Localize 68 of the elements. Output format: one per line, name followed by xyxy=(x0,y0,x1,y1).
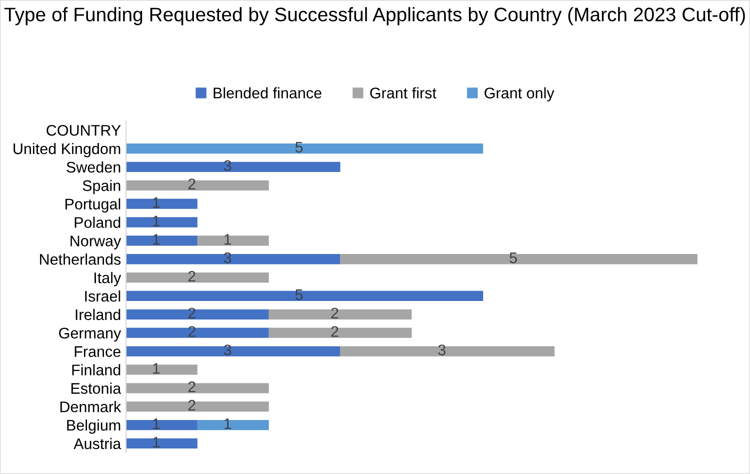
bar xyxy=(340,346,555,356)
y-tick-label: Austria xyxy=(74,438,122,450)
bar xyxy=(126,143,484,154)
data-label: 2 xyxy=(188,270,196,282)
bar xyxy=(126,236,198,246)
bar xyxy=(268,309,412,320)
legend-label: Grant only xyxy=(484,87,554,102)
data-label: 3 xyxy=(224,160,232,172)
bar xyxy=(126,420,198,430)
bar xyxy=(126,290,484,302)
data-label: 1 xyxy=(153,363,160,374)
data-label: 1 xyxy=(153,197,160,208)
bar xyxy=(126,346,340,356)
y-tick-label: Finland xyxy=(72,364,120,376)
data-label: 2 xyxy=(331,308,338,318)
data-label: 5 xyxy=(295,289,303,300)
data-label: 3 xyxy=(224,344,232,356)
y-tick-label: Italy xyxy=(94,272,122,286)
bar xyxy=(126,254,340,264)
y-tick-label: Belgium xyxy=(67,419,120,434)
data-label: 1 xyxy=(224,418,232,429)
data-label: 2 xyxy=(188,326,196,337)
data-label: 5 xyxy=(510,252,517,264)
data-label: 1 xyxy=(224,234,232,245)
y-tick-label: Poland xyxy=(74,216,120,228)
data-label: 2 xyxy=(188,400,196,411)
bar xyxy=(126,162,340,172)
bar xyxy=(197,420,269,430)
data-label: 1 xyxy=(153,234,160,245)
legend-label: Grant first xyxy=(370,87,436,98)
bar xyxy=(126,328,269,338)
data-label: 1 xyxy=(153,216,160,226)
chart-title: Type of Funding Requested by Successful Applicants by Country (March 2023 Cut-off) xyxy=(4,7,745,26)
bar xyxy=(126,383,269,394)
y-tick-label: Portugal xyxy=(65,198,120,213)
data-label: 2 xyxy=(188,308,196,318)
data-label: 3 xyxy=(438,344,446,356)
y-tick-label: Netherlands xyxy=(40,254,121,265)
bar xyxy=(340,254,698,264)
y-tick-label: Norway xyxy=(70,236,122,250)
bar xyxy=(126,364,198,375)
y-tick-label: COUNTRY xyxy=(46,124,121,136)
bar xyxy=(126,180,269,190)
bar xyxy=(268,328,412,338)
bar xyxy=(197,236,269,246)
bar xyxy=(126,198,198,209)
bar xyxy=(126,309,269,320)
data-label: 2 xyxy=(188,381,196,392)
data-label: 5 xyxy=(295,142,303,153)
y-tick-label: Spain xyxy=(82,180,120,194)
bar xyxy=(126,402,269,412)
data-label: 1 xyxy=(153,436,160,448)
y-tick-label: Estonia xyxy=(71,382,122,394)
data-label: 2 xyxy=(331,326,338,337)
data-label: 2 xyxy=(188,178,196,190)
bar xyxy=(126,217,198,228)
y-tick-label: Sweden xyxy=(66,161,120,173)
data-label: 1 xyxy=(153,418,160,429)
y-tick-label: Israel xyxy=(85,290,120,302)
y-tick-label: Germany xyxy=(59,328,122,342)
data-label: 3 xyxy=(224,252,232,264)
y-tick-label: France xyxy=(74,346,120,357)
bar xyxy=(126,438,198,449)
y-tick-label: Ireland xyxy=(76,308,120,320)
legend-label: Blended finance xyxy=(214,87,322,98)
y-tick-label: United Kingdom xyxy=(14,142,120,158)
bar xyxy=(126,272,269,283)
y-tick-label: Denmark xyxy=(60,401,122,412)
